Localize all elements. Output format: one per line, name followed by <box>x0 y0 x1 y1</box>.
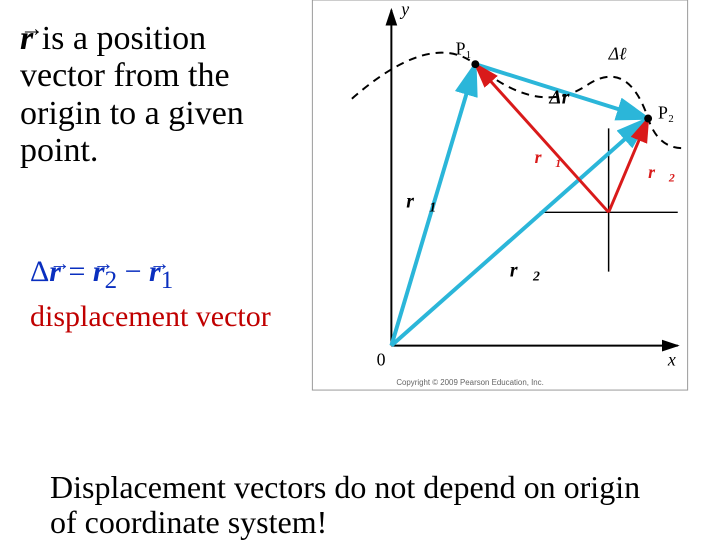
r1-alt-label: r⃗1 <box>535 147 562 170</box>
definition-text: →r is a position vector from the origin … <box>20 20 300 170</box>
vector-diagram: y x 0 P₁ P₂ Δℓ r⃗1 r⃗2 Δr⃗ r⃗1 r⃗2 Copyr… <box>310 0 690 395</box>
displacement-equation: Δ→r = →r2 − →r1 <box>30 255 173 295</box>
r2-label: r⃗2 <box>510 260 540 284</box>
vector-r2 <box>391 119 648 346</box>
x-label: x <box>667 349 676 369</box>
r1-label: r⃗1 <box>406 190 436 214</box>
vector-r: →r <box>20 20 33 57</box>
copyright-text: Copyright © 2009 Pearson Education, Inc. <box>396 378 544 387</box>
vector-r2-alt <box>609 119 649 213</box>
point-p1 <box>471 60 479 68</box>
bottom-statement: Displacement vectors do not depend on or… <box>50 470 680 540</box>
delta-r-label: Δr⃗ <box>548 87 584 109</box>
r2-alt-label: r⃗2 <box>648 162 675 185</box>
displacement-label: displacement vector <box>30 300 271 333</box>
origin-label: 0 <box>377 349 386 369</box>
dl-label: Δℓ <box>608 43 627 63</box>
point-p2 <box>644 115 652 123</box>
y-label: y <box>399 0 409 19</box>
p1-label: P₁ <box>456 38 472 58</box>
p2-label: P₂ <box>658 103 674 123</box>
